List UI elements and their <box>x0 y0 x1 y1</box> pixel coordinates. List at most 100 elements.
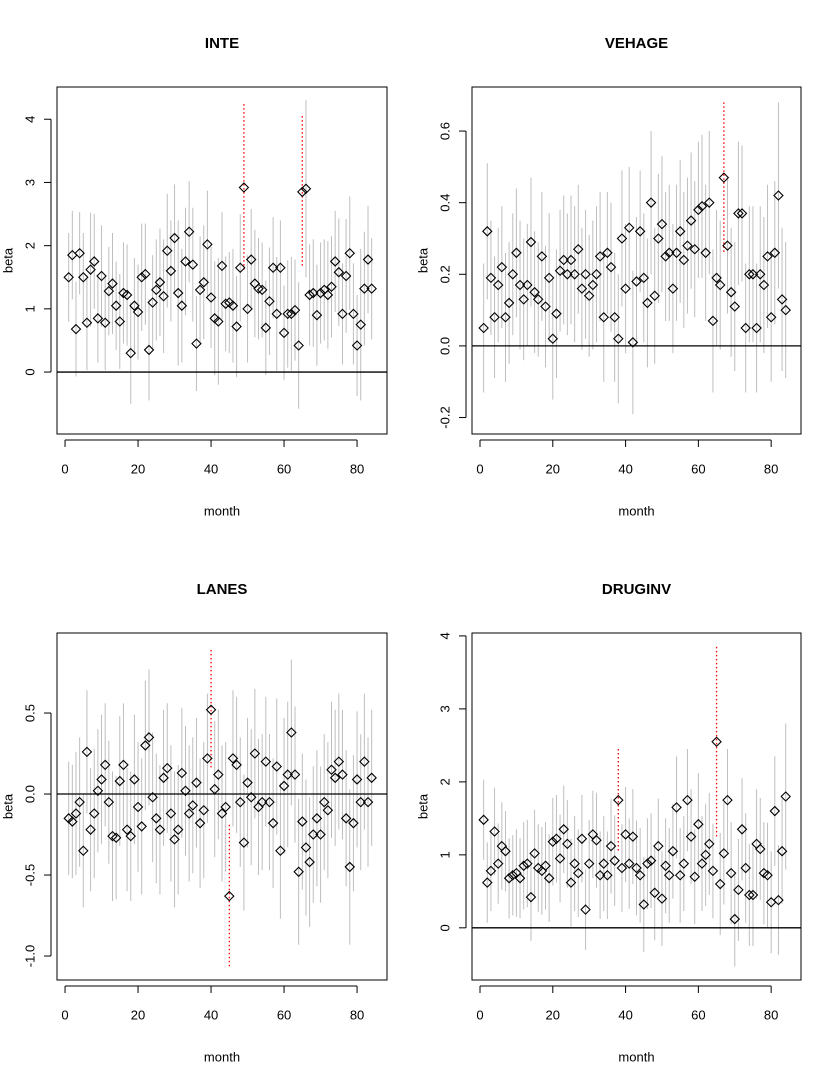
point <box>125 830 137 842</box>
point <box>682 240 693 251</box>
point <box>103 796 115 808</box>
point <box>722 240 733 251</box>
y-tick-label: 2 <box>437 778 452 785</box>
point <box>92 313 104 324</box>
plot-frame <box>471 632 802 981</box>
point <box>366 772 377 784</box>
point <box>70 808 82 819</box>
x-axis-label: month <box>204 1049 240 1064</box>
point <box>667 845 679 857</box>
point <box>514 279 526 291</box>
y-tick-label: -1.0 <box>22 945 37 967</box>
point <box>234 262 246 274</box>
point <box>605 261 617 273</box>
point <box>231 321 242 332</box>
point <box>234 796 246 808</box>
point <box>514 872 526 884</box>
point <box>572 867 584 879</box>
point <box>725 867 737 879</box>
y-axis-label: beta <box>415 793 430 819</box>
y-tick-label: 0.2 <box>437 265 452 283</box>
point <box>704 838 715 850</box>
y-tick-label: 1 <box>437 851 452 858</box>
point <box>311 309 323 321</box>
point <box>129 774 140 785</box>
point <box>758 279 770 291</box>
point <box>99 317 111 329</box>
point <box>754 269 766 280</box>
point <box>220 298 231 310</box>
y-tick-label: 0.0 <box>22 785 37 803</box>
point <box>511 247 522 259</box>
point <box>88 808 100 819</box>
y-tick-label: 1 <box>22 305 37 312</box>
point <box>143 732 155 743</box>
x-tick-label: 0 <box>476 1007 483 1022</box>
y-tick-label: 0 <box>22 368 37 375</box>
point <box>70 323 82 335</box>
point <box>485 865 497 877</box>
point <box>136 271 147 283</box>
point <box>96 774 107 785</box>
x-tick-label: 80 <box>764 461 778 476</box>
point <box>337 769 348 780</box>
point <box>780 791 791 802</box>
point <box>183 808 195 819</box>
x-tick-label: 80 <box>350 1007 364 1022</box>
point <box>616 233 628 244</box>
point <box>649 290 660 302</box>
point <box>110 832 122 844</box>
point <box>583 290 595 302</box>
point <box>696 858 708 869</box>
y-tick-label: 4 <box>22 116 37 123</box>
point <box>773 190 784 201</box>
point <box>121 824 133 835</box>
point <box>714 279 726 291</box>
x-tick-label: 60 <box>691 1007 705 1022</box>
point <box>85 264 96 275</box>
point <box>674 226 686 237</box>
point <box>147 791 158 803</box>
point <box>180 785 191 797</box>
point <box>780 304 791 316</box>
y-tick-label: -0.2 <box>437 406 452 428</box>
point <box>238 837 250 848</box>
point <box>736 208 748 219</box>
point <box>594 870 606 881</box>
point <box>751 322 762 334</box>
point <box>340 813 352 824</box>
point <box>362 796 374 808</box>
point <box>191 338 202 349</box>
point <box>216 260 228 272</box>
point <box>744 269 755 280</box>
point <box>297 186 308 198</box>
point <box>271 761 283 772</box>
point <box>96 270 107 282</box>
point <box>653 840 664 852</box>
point <box>118 759 129 771</box>
point <box>482 877 493 888</box>
point <box>776 845 788 857</box>
point <box>634 870 646 881</box>
point <box>569 858 580 869</box>
point <box>740 862 751 874</box>
point <box>500 311 511 323</box>
x-tick-label: 40 <box>618 461 632 476</box>
point <box>685 215 697 226</box>
point <box>205 292 217 303</box>
point <box>143 344 155 356</box>
point <box>562 269 573 280</box>
point <box>88 256 100 267</box>
y-tick-label: 0.4 <box>437 194 452 212</box>
point <box>362 254 374 265</box>
point <box>729 913 741 925</box>
point <box>522 858 533 869</box>
point <box>224 890 235 902</box>
point <box>754 843 766 855</box>
point <box>344 861 356 873</box>
point <box>620 829 631 840</box>
point <box>176 300 188 311</box>
point <box>63 271 74 283</box>
point <box>209 783 220 795</box>
point <box>736 824 748 835</box>
